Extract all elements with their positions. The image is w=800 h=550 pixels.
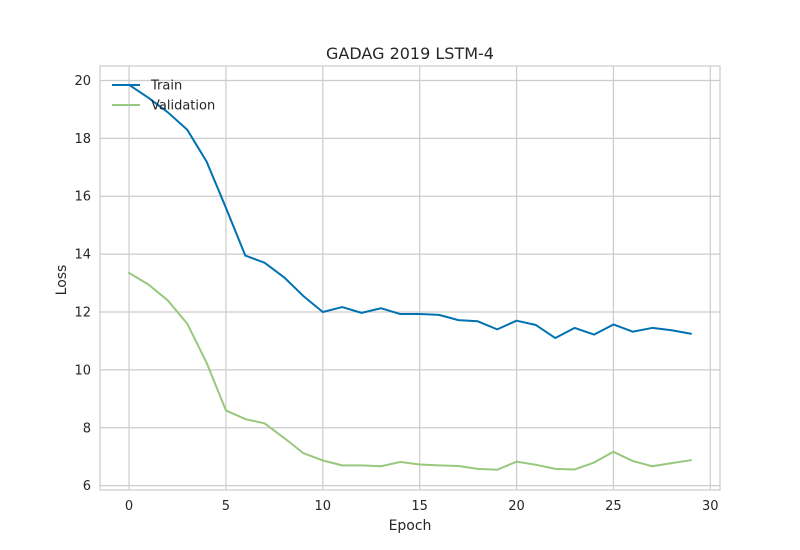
y-tick-label: 10 — [74, 363, 91, 378]
x-tick-label: 20 — [508, 499, 525, 514]
x-tick-label: 30 — [702, 499, 719, 514]
y-tick-label: 8 — [83, 421, 91, 436]
y-tick-label: 18 — [74, 132, 91, 147]
plot-area: 0 5 10 15 20 25 30 6 8 10 12 14 16 18 20 — [74, 65, 721, 514]
x-tick-label: 5 — [222, 499, 230, 514]
legend-label-validation: Validation — [151, 99, 215, 114]
x-tick-label: 15 — [411, 499, 428, 514]
y-tick-label: 16 — [74, 190, 91, 205]
chart-title: GADAG 2019 LSTM-4 — [326, 44, 494, 63]
legend: Train Validation — [112, 79, 215, 114]
legend-label-train: Train — [150, 79, 182, 94]
x-axis-title: Epoch — [389, 518, 432, 534]
y-tick-label: 20 — [74, 74, 91, 89]
x-tick-label: 0 — [125, 499, 133, 514]
y-tick-label: 12 — [74, 306, 91, 321]
series-line-validation — [128, 271, 692, 471]
series-line-train — [128, 83, 692, 340]
y-axis-title: Loss — [54, 265, 70, 296]
y-tick-label: 14 — [74, 248, 91, 263]
y-tick-label: 6 — [83, 479, 91, 494]
x-tick-label: 10 — [315, 499, 332, 514]
x-tick-label: 25 — [605, 499, 622, 514]
plot-frame — [99, 65, 721, 491]
